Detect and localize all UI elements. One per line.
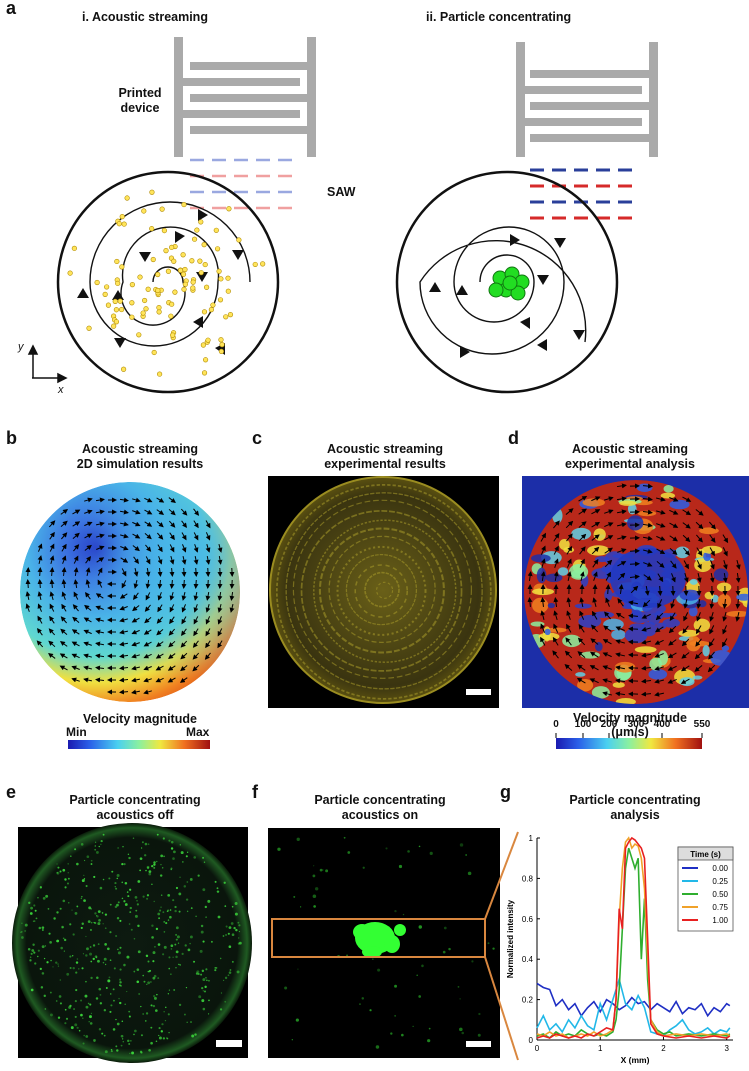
panel-e-title-line1: Particle concentrating: [69, 793, 201, 807]
saw-label: SAW: [327, 185, 356, 199]
colorbar-d-tick: 400: [653, 719, 671, 730]
concentrating-arrows: [429, 234, 585, 358]
colorbar-b-title: Velocity magnitude: [83, 712, 197, 726]
streaming-arrows-left: [77, 209, 244, 355]
concentrating-spiral: [419, 226, 587, 355]
colorbar-d-tick: 550: [693, 719, 711, 730]
saw-lines-right: [530, 168, 640, 220]
printed-label-line1: Printed: [118, 86, 162, 100]
panel-c-title: Acoustic streaming experimental results: [285, 442, 485, 472]
panel-g-title-line2: analysis: [610, 808, 660, 822]
colorbar-d-tick: 200: [600, 719, 618, 730]
panel-a-left-title: i. Acoustic streaming: [82, 10, 208, 24]
chamber-right: [395, 170, 619, 394]
chamber-left: [56, 170, 280, 394]
device-label-line2: device: [120, 101, 160, 115]
colorbar-d-tick: 300: [627, 719, 645, 730]
panel-d-title-line2: experimental analysis: [565, 457, 695, 471]
panel-f-title-line1: Particle concentrating: [314, 793, 446, 807]
colorbar-d-tick: 0: [553, 719, 559, 730]
printed-device-label: Printed device: [110, 86, 170, 116]
panel-label-e: e: [6, 782, 17, 802]
panel-label-c: c: [252, 428, 263, 448]
panel-label-g: g: [500, 782, 511, 802]
panel-b-title-line1: Acoustic streaming: [81, 442, 198, 456]
concentrated-cells: [488, 266, 530, 301]
panel-a-right-title: ii. Particle concentrating: [426, 10, 572, 24]
axis-x-label: x: [58, 384, 64, 396]
saw-lines-left: [190, 158, 300, 210]
printed-device-right: [516, 42, 658, 157]
panel-e-title: Particle concentrating acoustics off: [35, 793, 235, 823]
colorbar-d-tick: 100: [574, 719, 592, 730]
panel-b-title-line2: 2D simulation results: [76, 457, 204, 471]
panel-g-title-line1: Particle concentrating: [569, 793, 701, 807]
panel-label-b: b: [6, 428, 17, 448]
axis-y-label: y: [18, 341, 24, 353]
tracer-particles: [67, 189, 266, 377]
panel-label-f: f: [252, 782, 258, 802]
panel-label-a: a: [6, 0, 17, 18]
panel-g-title: Particle concentrating analysis: [535, 793, 735, 823]
panel-f-title: Particle concentrating acoustics on: [280, 793, 480, 823]
panel-f-title-line2: acoustics on: [341, 808, 419, 822]
colorbar-d-title: Velocity magnitude (μm/s): [573, 711, 687, 739]
panel-e-title-line2: acoustics off: [96, 808, 174, 822]
panel-c-title-line2: experimental results: [324, 457, 446, 471]
panel-b-title: Acoustic streaming 2D simulation results: [40, 442, 240, 472]
panel-c-title-line1: Acoustic streaming: [326, 442, 443, 456]
axis-indicator: [27, 344, 68, 384]
panel-d-title-line1: Acoustic streaming: [571, 442, 688, 456]
colorbar-b-min: Min: [66, 725, 87, 739]
panel-label-d: d: [508, 428, 519, 448]
panel-d-title: Acoustic streaming experimental analysis: [530, 442, 730, 472]
printed-device-left: [174, 37, 316, 157]
streaming-spiral: [89, 201, 251, 347]
colorbar-b-max: Max: [186, 725, 210, 739]
